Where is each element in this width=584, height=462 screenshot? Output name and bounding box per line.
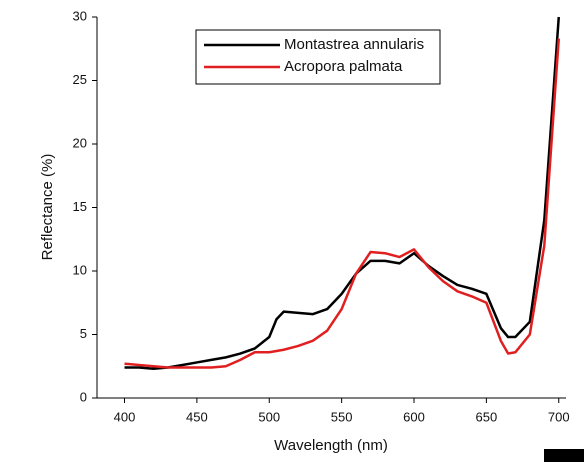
x-tick-label: 450 [186, 409, 208, 424]
y-tick-label: 25 [73, 72, 87, 87]
y-tick-label: 30 [73, 8, 87, 23]
y-tick-label: 5 [80, 326, 87, 341]
x-tick-label: 700 [548, 409, 570, 424]
legend-label: Acropora palmata [284, 58, 403, 75]
x-tick-label: 500 [258, 409, 280, 424]
data-line [124, 38, 561, 369]
x-tick-label: 400 [114, 409, 136, 424]
x-axis-label: Wavelength (nm) [274, 437, 388, 454]
x-tick-label: 650 [476, 409, 498, 424]
y-tick-label: 15 [73, 199, 87, 214]
legend-box [195, 29, 441, 85]
x-tick-label: 550 [331, 409, 353, 424]
y-axis-label: Reflectance (%) [39, 154, 56, 261]
y-tick-label: 10 [73, 262, 87, 277]
x-tick-label: 600 [403, 409, 425, 424]
y-tick-label: 20 [73, 135, 87, 150]
data-line [124, 16, 561, 371]
corner-block [544, 449, 584, 462]
y-tick-label: 0 [80, 389, 87, 404]
legend-label: Montastrea annularis [284, 36, 424, 53]
